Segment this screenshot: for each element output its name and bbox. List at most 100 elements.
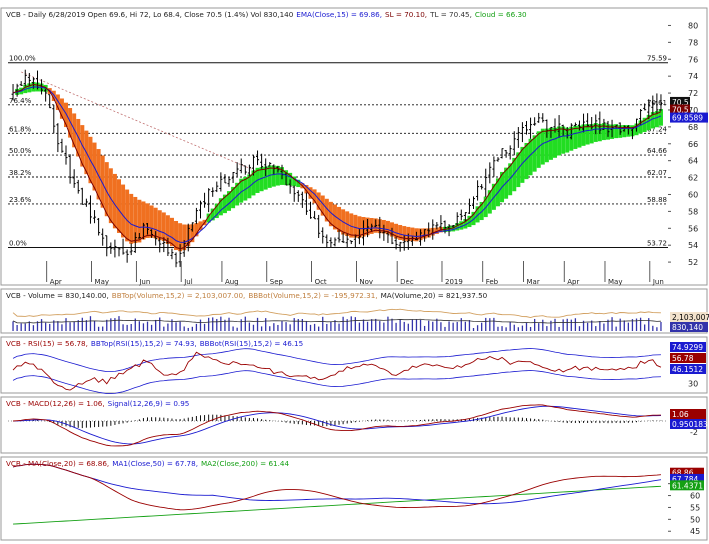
- fib-level-label: 61.8%: [9, 125, 32, 133]
- last-value-badge-bg: [670, 104, 690, 115]
- ohlc-bar: [52, 104, 56, 134]
- cloud-segment: [96, 149, 101, 200]
- cloud-segment: [328, 201, 333, 227]
- ohlc-bar: [264, 158, 268, 177]
- cloud-segment: [508, 163, 513, 196]
- cloud-segment: [68, 108, 73, 138]
- y-tick-label: 30: [688, 379, 698, 388]
- cloud-segment: [239, 178, 244, 203]
- x-tick-label: Mar: [526, 278, 539, 286]
- cloud-segment: [108, 168, 113, 224]
- rsi-panel-frame: [0, 336, 708, 394]
- last-value-label: 67.784: [672, 475, 698, 484]
- ohlc-bar: [113, 239, 117, 258]
- ohlc-bar: [256, 150, 260, 166]
- cloud-segment: [267, 165, 272, 188]
- y-tick-label: 52: [688, 258, 698, 267]
- cloud-segment: [133, 196, 138, 244]
- header-item: EMA(Close,15) = 69.86,: [296, 10, 382, 19]
- x-tick-label: Jul: [183, 278, 193, 286]
- cloud-segment: [59, 98, 64, 119]
- cloud-segment: [312, 189, 317, 204]
- cloud-segment: [434, 227, 439, 234]
- ohlc-bar: [639, 108, 643, 125]
- ohlc-bar: [582, 113, 586, 133]
- y-tick-label: 80: [688, 21, 698, 30]
- ohlc-bar: [117, 247, 121, 257]
- last-value-badge-bg: [670, 96, 690, 107]
- panel-header: VCB - Daily 6/28/2019 Open 69.6, Hi 72, …: [6, 10, 527, 19]
- rsi-bbtop-line: [12, 348, 661, 373]
- ohlc-bar: [541, 113, 545, 123]
- ohlc-bar: [211, 187, 215, 197]
- cloud-segment: [540, 128, 545, 165]
- ohlc-bar: [529, 117, 533, 139]
- ohlc-bar: [137, 232, 141, 239]
- last-value-badge-bg: [670, 322, 708, 332]
- cloud-segment: [353, 214, 358, 238]
- fib-value-label: 62.07: [647, 169, 667, 177]
- ohlc-bar: [345, 233, 349, 248]
- ohlc-bar: [243, 165, 247, 175]
- cloud-segment: [243, 176, 248, 201]
- cloud-segment: [100, 155, 105, 208]
- ohlc-bar: [341, 232, 345, 243]
- y-tick-label: 54: [688, 241, 698, 250]
- ohlc-bar: [586, 113, 590, 127]
- fib-level-label: 0.0%: [9, 240, 27, 248]
- ohlc-bar: [378, 216, 382, 239]
- ohlc-bar: [154, 231, 158, 246]
- x-tick-label: May: [95, 278, 109, 286]
- last-value-badge-bg: [670, 312, 708, 322]
- cloud-segment: [182, 224, 187, 251]
- cloud-segment: [528, 138, 533, 176]
- ohlc-bar: [15, 83, 19, 97]
- ohlc-bar: [231, 171, 235, 183]
- cloud-segment: [642, 117, 647, 132]
- ohlc-bar: [27, 72, 31, 86]
- last-value-label: 0.950183: [672, 420, 708, 429]
- fib-value-label: 75.59: [647, 55, 667, 63]
- cloud-segment: [638, 120, 643, 134]
- cloud-segment: [210, 208, 215, 221]
- cloud-segment: [614, 124, 619, 139]
- ohlc-bar: [508, 145, 512, 160]
- last-value-badge: 69.8589: [670, 112, 708, 123]
- cloud-segment: [475, 206, 480, 223]
- cloud-segment: [479, 201, 484, 221]
- ohlc-bar: [496, 157, 500, 162]
- panel-header: VCB - RSI(15) = 56.78, BBTop(RSI(15),15,2…: [6, 339, 303, 348]
- last-value-label: 74.9299: [672, 343, 703, 352]
- volume-bbtop-line: [12, 308, 661, 318]
- ohlc-bar: [569, 123, 573, 140]
- header-item: Cloud = 66.30: [475, 10, 527, 19]
- fib-level-label: 100.0%: [9, 55, 36, 63]
- cloud-segment: [153, 207, 158, 239]
- cloud-segment: [178, 223, 183, 252]
- ohlc-bar: [451, 225, 455, 228]
- cloud-segment: [394, 223, 399, 239]
- ohlc-bar: [598, 111, 602, 134]
- ohlc-bar: [394, 236, 398, 250]
- cloud-segment: [231, 186, 236, 209]
- ohlc-bar: [284, 172, 288, 186]
- header-item: BBTop(Volume,15,2) = 2,103,007.00,: [112, 291, 246, 300]
- ohlc-bar: [309, 201, 313, 219]
- cloud-segment: [573, 125, 578, 149]
- ohlc-bar: [292, 185, 296, 202]
- header-item: MA2(Close,200) = 61.44: [201, 459, 289, 468]
- ohlc-bar: [133, 232, 137, 253]
- last-value-label: 70.5: [672, 106, 689, 115]
- cloud-segment: [585, 124, 590, 145]
- header-item: VCB - Volume = 830,140.00,: [6, 291, 109, 300]
- ohlc-bar: [463, 212, 467, 222]
- x-tick-label: Feb: [486, 278, 499, 286]
- cloud-segment: [288, 172, 293, 186]
- cloud-segment: [304, 184, 309, 194]
- ohlc-bar: [121, 238, 125, 255]
- x-tick-label: Jun: [652, 278, 664, 286]
- cloud-segment: [544, 128, 549, 163]
- ohlc-bar: [317, 214, 321, 239]
- x-tick-label: Nov: [359, 278, 373, 286]
- ohlc-bar: [105, 235, 109, 257]
